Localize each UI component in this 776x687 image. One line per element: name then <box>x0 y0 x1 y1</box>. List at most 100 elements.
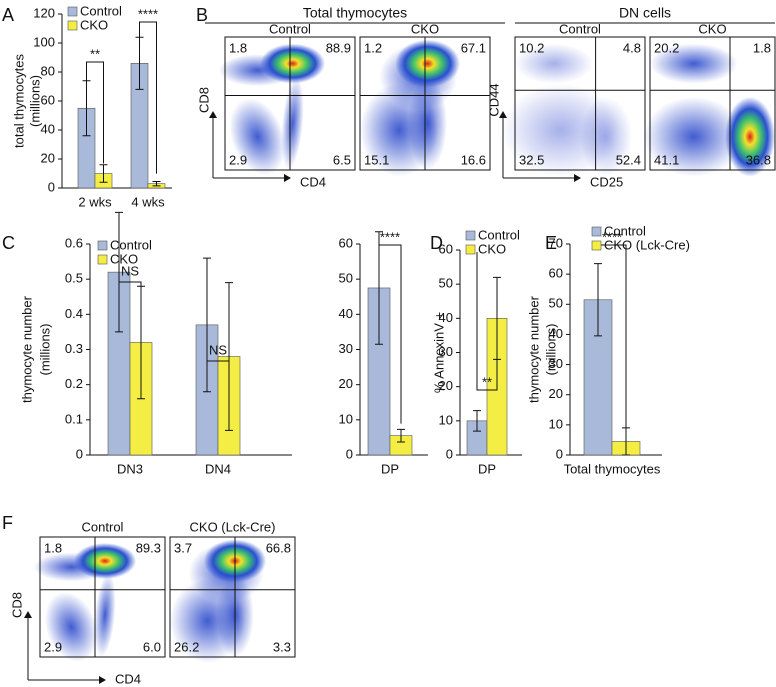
plot-frame <box>649 36 776 171</box>
plot-label: Control <box>82 519 124 534</box>
y-tick-label: 10 <box>439 412 453 427</box>
quadrant-percent: 2.9 <box>44 639 62 654</box>
annotation: **** <box>138 6 158 21</box>
x-axis-label: CD4 <box>300 174 326 189</box>
error-bar <box>594 263 602 337</box>
plot-label: Control <box>559 21 601 36</box>
x-tick-label: DN3 <box>117 461 143 476</box>
y-tick-label: 10 <box>549 416 563 431</box>
plot-label: CKO (Lck-Cre) <box>190 519 276 534</box>
density <box>725 96 775 177</box>
panel-letter: C <box>2 233 15 253</box>
error-bar <box>152 180 161 187</box>
legend-label: Control <box>478 227 520 242</box>
quadrant-percent: 67.1 <box>461 40 486 55</box>
y-tick-label: 0.1 <box>65 411 83 426</box>
y-tick-label: 0.4 <box>65 306 83 321</box>
y-axis-label: (millions) <box>27 75 42 127</box>
y-tick-label: 60 <box>339 235 353 250</box>
y-tick-label: 40 <box>549 326 563 341</box>
error-bar <box>375 231 383 345</box>
annotation: NS <box>121 263 139 278</box>
legend-label: CKO <box>80 17 108 32</box>
error-bar <box>115 211 123 333</box>
quadrant-percent: 3.7 <box>174 540 192 555</box>
quadrant-percent: 52.4 <box>616 152 641 167</box>
plot-label: CKO <box>698 21 726 36</box>
quadrant-percent: 20.2 <box>654 40 679 55</box>
quadrant-percent: 15.1 <box>364 152 389 167</box>
y-tick-label: 0 <box>556 446 563 461</box>
density <box>395 39 461 88</box>
density <box>260 43 326 84</box>
y-tick-label: 60 <box>439 241 453 256</box>
y-axis-label: (millions) <box>543 324 558 376</box>
density <box>44 592 98 662</box>
density <box>281 77 304 170</box>
density <box>73 543 137 579</box>
panel-letter: A <box>2 5 14 25</box>
bracket <box>476 252 498 391</box>
bracket <box>139 21 157 174</box>
y-tick-label: 0.6 <box>65 235 83 250</box>
legend-label: Control <box>604 223 646 238</box>
y-tick-label: 20 <box>41 150 55 165</box>
quadrant-percent: 16.6 <box>461 152 486 167</box>
y-tick-label: 40 <box>439 310 453 325</box>
x-tick-label: 4 wks <box>131 194 165 209</box>
legend-label: CKO <box>110 251 138 266</box>
quadrant-percent: 2.9 <box>229 152 247 167</box>
quadrant-percent: 89.3 <box>136 540 161 555</box>
y-tick-label: 0 <box>346 446 353 461</box>
y-tick-label: 60 <box>41 92 55 107</box>
legend-label: CKO <box>478 241 506 256</box>
y-tick-label: 20 <box>339 376 353 391</box>
annotation: ** <box>482 374 492 389</box>
y-tick-label: 60 <box>549 266 563 281</box>
x-tick-label: DP <box>381 461 399 476</box>
quadrant-percent: 10.2 <box>519 40 544 55</box>
quadrant-percent: 6.0 <box>143 639 161 654</box>
y-axis-label: % AnnexinV + <box>431 312 446 393</box>
bracket <box>206 360 230 367</box>
y-tick-label: 30 <box>339 341 353 356</box>
density <box>94 573 116 657</box>
y-axis-label: (millions) <box>37 324 52 376</box>
y-tick-label: 10 <box>339 411 353 426</box>
bracket <box>86 61 104 164</box>
plot-label: CKO <box>411 21 439 36</box>
bracket <box>378 244 402 424</box>
y-tick-label: 30 <box>439 344 453 359</box>
group-title: Total thymocytes <box>303 5 407 21</box>
y-tick-label: 20 <box>549 386 563 401</box>
quadrant-percent: 41.1 <box>654 152 679 167</box>
y-axis-label: thymocyte number <box>526 295 541 403</box>
annotation: ** <box>90 46 100 61</box>
legend-swatch <box>465 244 476 255</box>
quadrant-percent: 4.8 <box>623 40 641 55</box>
legend-label: Control <box>110 237 152 252</box>
x-axis-label: CD4 <box>115 671 141 686</box>
annotation: **** <box>602 229 622 244</box>
y-tick-label: 50 <box>549 296 563 311</box>
panel-letter: D <box>430 233 443 253</box>
quadrant-percent: 6.5 <box>333 152 351 167</box>
error-bar <box>203 257 211 393</box>
y-axis-label: total thymocytes <box>11 54 26 148</box>
plot-frame <box>514 36 646 171</box>
y-tick-label: 40 <box>339 306 353 321</box>
y-tick-label: 50 <box>439 276 453 291</box>
y-axis-label: CD44 <box>486 83 501 116</box>
annotation: **** <box>380 229 400 244</box>
x-tick-label: DP <box>478 461 496 476</box>
y-tick-label: 0.2 <box>65 376 83 391</box>
legend-label: Control <box>80 3 122 18</box>
density <box>650 43 738 84</box>
quadrant-percent: 32.5 <box>519 152 544 167</box>
legend-swatch <box>67 20 78 31</box>
y-tick-label: 0 <box>76 446 83 461</box>
annotation: NS <box>209 342 227 357</box>
plot-frame <box>39 536 166 658</box>
y-axis-label: thymocyte number <box>19 295 34 403</box>
